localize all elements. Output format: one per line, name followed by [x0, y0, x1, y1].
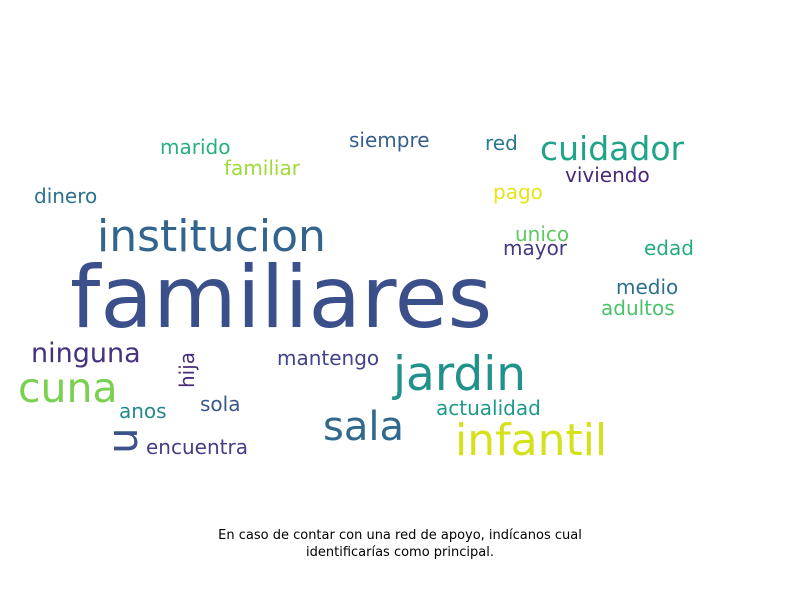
- word-cuidador: cuidador: [540, 129, 685, 168]
- word-jardin: jardin: [392, 347, 526, 402]
- word-sola: sola: [200, 392, 240, 416]
- word-marido: marido: [160, 135, 230, 159]
- word-pago: pago: [493, 180, 543, 204]
- chart-caption-line-1: En caso de contar con una red de apoyo, …: [218, 528, 582, 543]
- word-edad: edad: [644, 236, 694, 260]
- word-mayor: mayor: [503, 236, 568, 260]
- word-siempre: siempre: [349, 128, 430, 152]
- word-viviendo: viviendo: [565, 163, 650, 187]
- word-institucion: institucion: [97, 211, 326, 262]
- word-dinero: dinero: [34, 184, 97, 208]
- word-actualidad: actualidad: [436, 396, 541, 420]
- word-infantil: infantil: [455, 415, 607, 466]
- word-mantengo: mantengo: [277, 346, 379, 370]
- chart-caption-line-2: identificarías como principal.: [306, 545, 494, 560]
- word-familiar: familiar: [224, 156, 301, 180]
- word-adultos: adultos: [601, 296, 675, 320]
- word-u: u: [98, 427, 147, 454]
- word-encuentra: encuentra: [146, 435, 248, 459]
- word-unico: unico: [515, 222, 569, 246]
- word-familiares: familiares: [70, 248, 492, 348]
- word-sala: sala: [323, 404, 404, 450]
- word-anos: anos: [119, 399, 167, 423]
- word-red: red: [485, 131, 518, 155]
- word-medio: medio: [616, 275, 678, 299]
- word-cuna: cuna: [18, 364, 118, 412]
- word-ninguna: ninguna: [31, 338, 141, 369]
- word-hija: hija: [175, 352, 199, 388]
